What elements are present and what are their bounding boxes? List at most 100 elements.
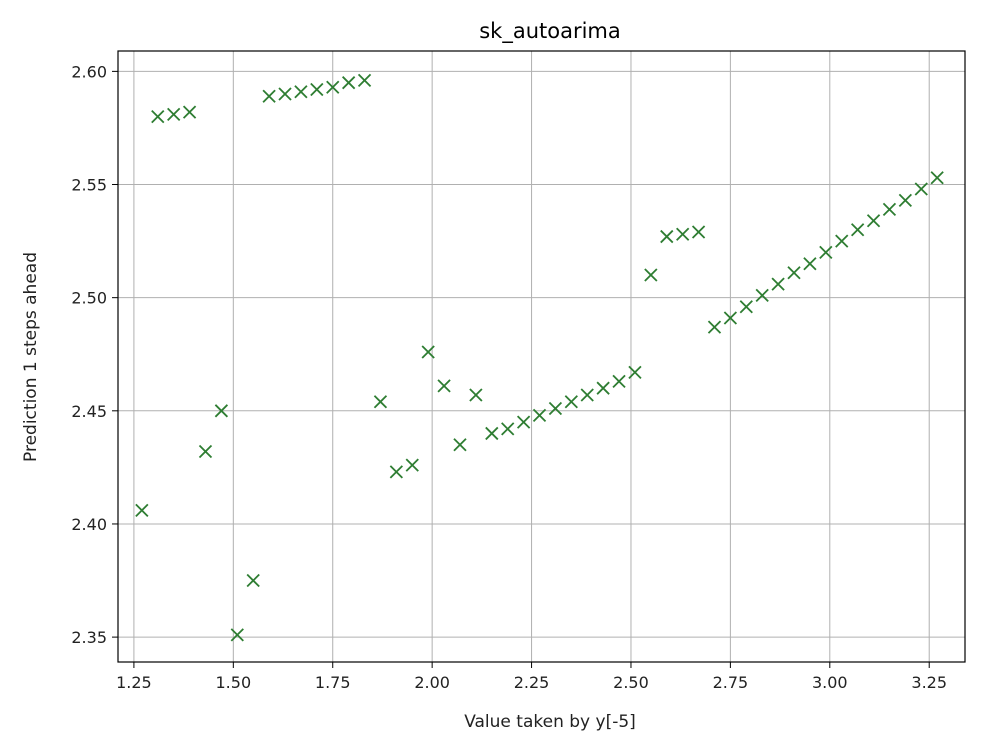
data-point-stroke — [596, 381, 610, 395]
data-point-stroke — [485, 426, 499, 441]
data-point-stroke — [246, 573, 260, 588]
data-point — [580, 388, 594, 402]
data-point-stroke — [501, 422, 515, 436]
data-point-stroke — [755, 288, 769, 303]
data-point-stroke — [405, 458, 419, 472]
data-point — [819, 245, 833, 260]
y-tick-label: 2.45 — [71, 402, 107, 421]
data-point — [548, 401, 563, 416]
data-point — [644, 268, 658, 282]
data-point-stroke — [294, 85, 308, 99]
data-point — [755, 288, 769, 303]
data-point — [357, 73, 372, 88]
data-point — [882, 202, 897, 217]
x-axis-ticks: 1.25 1.50 1.75 2.00 2.25 2.50 2.75 3.00 3.25 — [116, 662, 947, 692]
data-point-stroke — [278, 87, 292, 101]
data-point — [151, 109, 165, 124]
data-point — [198, 444, 213, 459]
data-point-stroke — [914, 182, 928, 196]
data-point-stroke — [453, 438, 467, 452]
x-tick-label: 2.50 — [613, 673, 649, 692]
data-point — [516, 415, 531, 429]
data-point — [373, 395, 388, 409]
data-point — [835, 234, 849, 248]
data-point-stroke — [771, 277, 785, 291]
data-point — [501, 422, 515, 436]
data-point-stroke — [357, 73, 372, 88]
x-tick-label: 3.25 — [911, 673, 947, 692]
data-point — [167, 107, 181, 121]
data-point-stroke — [214, 404, 229, 418]
data-point-stroke — [548, 401, 563, 416]
data-point-stroke — [882, 202, 897, 217]
data-point-stroke — [230, 628, 244, 642]
data-point-stroke — [389, 465, 403, 479]
x-tick-label: 2.00 — [414, 673, 450, 692]
y-tick-label: 2.60 — [71, 62, 107, 81]
data-point — [469, 388, 483, 402]
data-point-stroke — [167, 107, 181, 121]
data-point-stroke — [564, 395, 578, 409]
data-point-stroke — [660, 229, 674, 244]
y-axis-ticks: 2.35 2.40 2.45 2.50 2.55 2.60 — [71, 62, 118, 647]
data-point-stroke — [644, 268, 658, 282]
data-point-stroke — [850, 223, 865, 237]
y-axis-label: Prediction 1 steps ahead — [21, 252, 41, 462]
data-point — [405, 458, 419, 472]
data-point-stroke — [707, 320, 722, 334]
data-point — [214, 404, 229, 418]
data-point — [485, 426, 499, 441]
data-point — [326, 80, 340, 94]
data-point-stroke — [819, 245, 833, 260]
data-point — [135, 503, 149, 518]
data-point-stroke — [421, 345, 435, 359]
data-point — [278, 87, 292, 101]
plot-area-frame — [117, 50, 966, 663]
data-point — [803, 257, 817, 271]
data-point-stroke — [866, 214, 881, 228]
data-point — [676, 227, 690, 241]
data-point — [914, 182, 928, 196]
data-point — [596, 381, 610, 395]
data-point-stroke — [135, 503, 149, 518]
data-point-stroke — [437, 379, 451, 393]
data-point-stroke — [787, 266, 801, 280]
y-tick-label: 2.35 — [71, 628, 107, 647]
x-tick-label: 2.25 — [514, 673, 550, 692]
data-point — [707, 320, 722, 334]
x-tick-label: 1.25 — [116, 673, 152, 692]
data-point — [421, 345, 435, 359]
data-point — [310, 82, 324, 97]
data-point-stroke — [198, 444, 213, 459]
data-point — [294, 85, 308, 99]
data-point — [246, 573, 260, 588]
data-point — [898, 193, 912, 207]
data-point-stroke — [691, 225, 706, 239]
x-tick-label: 1.75 — [315, 673, 351, 692]
y-tick-label: 2.50 — [71, 289, 107, 308]
data-point-stroke — [676, 227, 690, 241]
data-point-stroke — [580, 388, 594, 402]
data-point-stroke — [151, 109, 165, 124]
data-point — [787, 266, 801, 280]
x-tick-label: 3.00 — [812, 673, 848, 692]
data-points — [135, 73, 944, 642]
data-point-stroke — [310, 82, 324, 97]
data-point-stroke — [612, 374, 626, 389]
data-point-stroke — [342, 76, 356, 90]
data-point — [866, 214, 881, 228]
data-point-stroke — [803, 257, 817, 271]
data-point — [660, 229, 674, 244]
data-point — [437, 379, 451, 393]
data-point — [342, 76, 356, 90]
data-point — [532, 408, 547, 422]
y-tick-label: 2.55 — [71, 176, 107, 195]
data-point-stroke — [898, 193, 912, 207]
data-point-stroke — [516, 415, 531, 429]
data-point — [182, 105, 197, 119]
data-point — [612, 374, 626, 389]
data-point-stroke — [469, 388, 483, 402]
data-point-stroke — [262, 89, 276, 103]
